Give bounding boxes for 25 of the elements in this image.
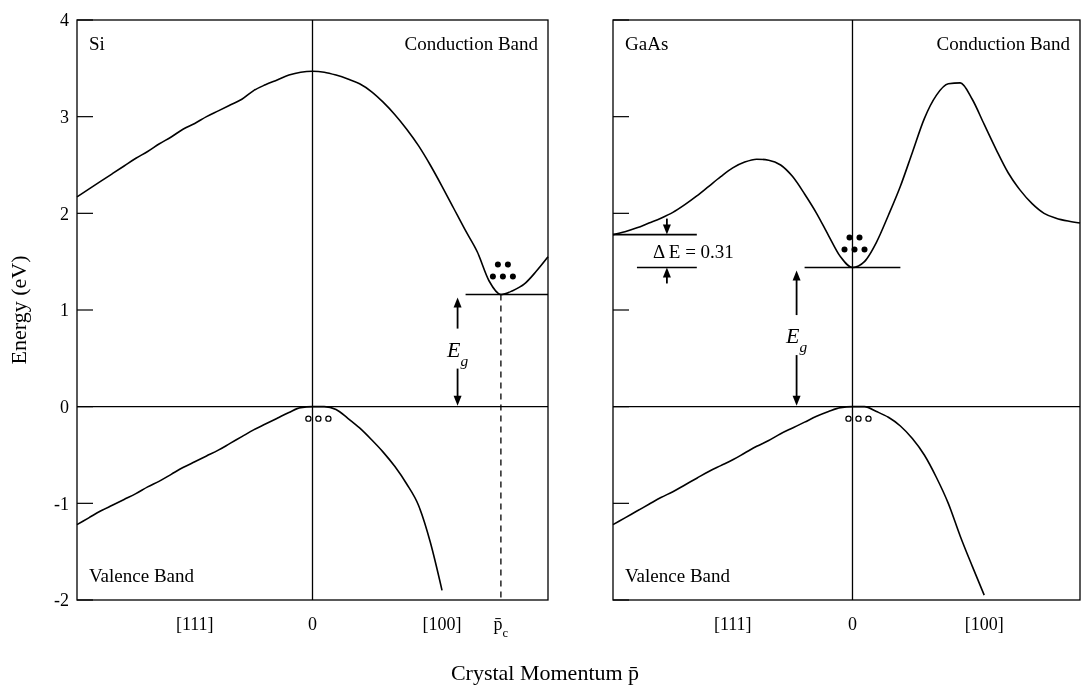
- y-tick-label: 2: [60, 203, 69, 224]
- x-tick-label: 0: [308, 614, 317, 634]
- annotation: Valence Band: [89, 565, 195, 586]
- annotation: Valence Band: [625, 565, 731, 586]
- annotation: Conduction Band: [936, 33, 1071, 54]
- y-tick-label: 4: [60, 10, 69, 31]
- annotation: E$_{g}$: [446, 336, 469, 369]
- y-tick-label: 3: [60, 106, 69, 127]
- text: GaAs: [625, 33, 669, 54]
- x-tick-label: [111]: [175, 614, 214, 634]
- y-tick-label: 0: [60, 396, 69, 417]
- y-tick-label: -1: [54, 493, 69, 514]
- annotation: Δ E = 0.31: [652, 241, 734, 263]
- annotation: E$_{g}$: [785, 323, 808, 355]
- y-tick-label: 1: [60, 300, 69, 321]
- y-tick-label: -2: [54, 590, 69, 611]
- x-tick-label: p̄$_{c}$: [493, 614, 509, 640]
- x-tick-label: 0: [847, 614, 857, 634]
- x-tick-label: [100]: [422, 614, 462, 634]
- x-axis-title: Crystal Momentum p̄: [450, 660, 640, 685]
- text: Si: [89, 33, 105, 54]
- x-tick-label: [100]: [964, 614, 1004, 634]
- y-axis-title: Energy (eV): [6, 255, 31, 365]
- x-tick-label: [111]: [713, 614, 752, 634]
- annotation: Conduction Band: [404, 33, 539, 54]
